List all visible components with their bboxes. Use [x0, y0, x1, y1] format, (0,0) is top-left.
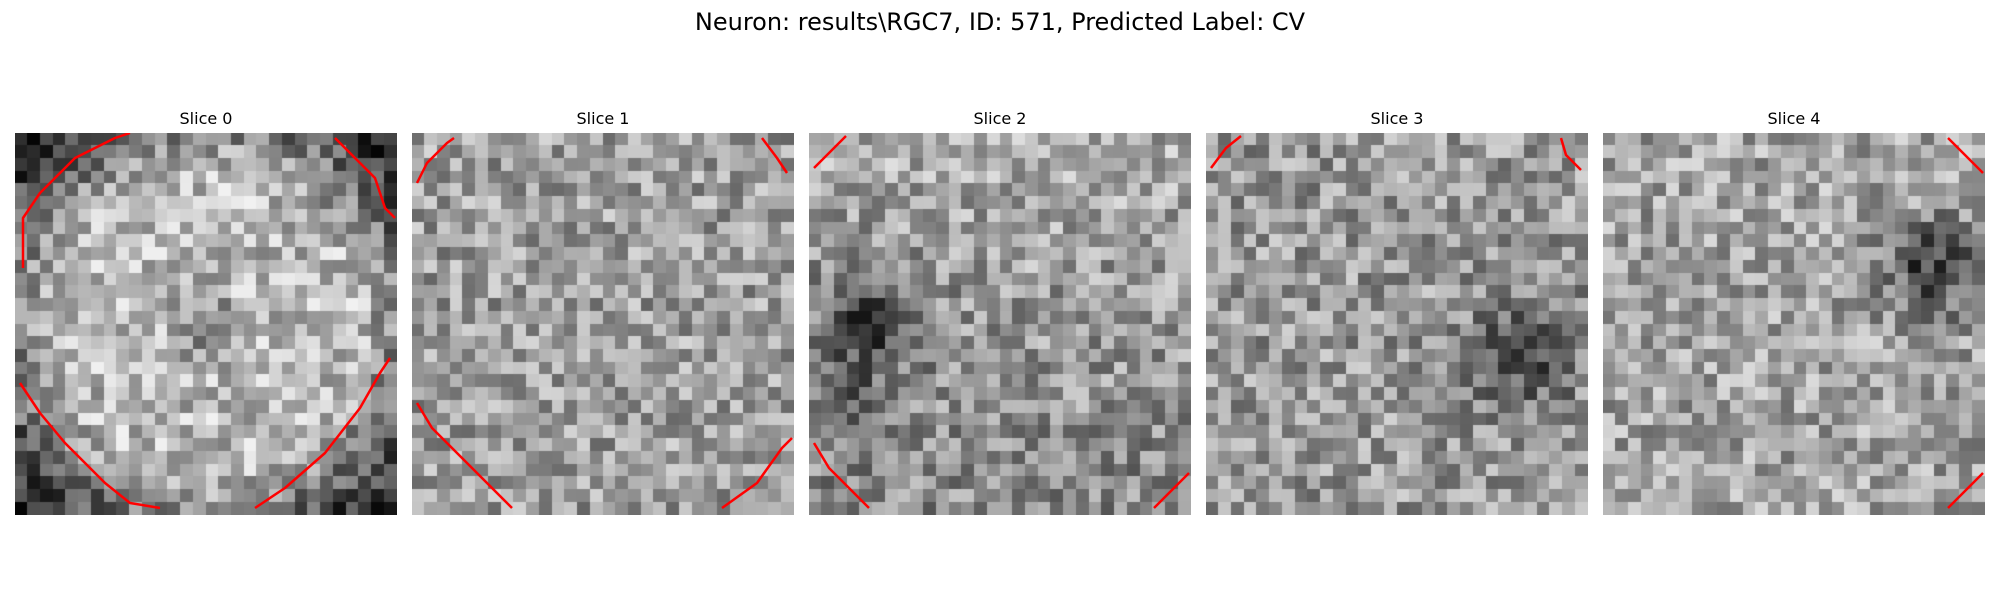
slice-panel-3: Slice 3	[1206, 108, 1588, 515]
slice-title: Slice 0	[179, 109, 233, 128]
figure-title: Neuron: results\RGC7, ID: 571, Predicted…	[694, 8, 1306, 36]
contour-overlay	[415, 136, 793, 510]
slice-panel-1: Slice 1	[412, 108, 794, 515]
slice-panel-2: Slice 2	[809, 108, 1191, 515]
slice-image	[1206, 133, 1588, 515]
contour-overlay	[18, 133, 396, 510]
slice-title: Slice 3	[1370, 109, 1424, 128]
slice-panel-4: Slice 4	[1603, 108, 1985, 515]
slice-title: Slice 4	[1767, 109, 1821, 128]
contour-overlay	[812, 135, 1190, 509]
slice-image	[412, 133, 794, 515]
contour-overlay	[1947, 137, 1984, 509]
contour-overlay	[1210, 135, 1582, 171]
slice-title: Slice 1	[576, 109, 630, 128]
slice-image	[809, 133, 1191, 515]
slice-image	[1603, 133, 1985, 515]
slice-image	[15, 133, 397, 515]
slice-title: Slice 2	[973, 109, 1027, 128]
slice-panel-0: Slice 0	[15, 108, 397, 515]
